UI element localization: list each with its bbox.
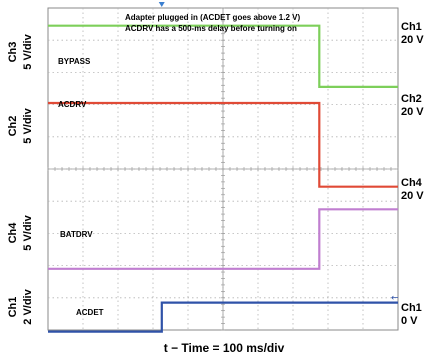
right-channel-label-bypass: Ch1 (401, 21, 422, 33)
annotation-line-2: ACDRV has a 500-ms delay before turning … (125, 24, 297, 33)
right-scale-label-acdet: 0 V (401, 315, 418, 327)
scale-label-acdrv: 5 V/div (22, 107, 34, 143)
right-scale-label-bypass: 20 V (401, 34, 424, 46)
level-arrow-icon: ← (391, 294, 399, 304)
trace-label-acdrv: ACDRV (58, 100, 87, 109)
scale-label-acdet: 2 V/div (22, 288, 34, 324)
trace-label-acdet: ACDET (76, 308, 104, 317)
channel-label-bypass: Ch3 (7, 42, 19, 63)
trace-label-batdrv: BATDRV (60, 230, 93, 239)
annotation-line-1: Adapter plugged in (ACDET goes above 1.2… (125, 13, 300, 22)
scale-label-bypass: 5 V/div (22, 33, 34, 69)
trace-label-bypass: BYPASS (58, 57, 91, 66)
right-channel-label-acdet: Ch1 (401, 302, 422, 314)
channel-label-batdrv: Ch4 (7, 222, 19, 244)
channel-label-acdet: Ch1 (7, 297, 19, 318)
scale-label-batdrv: 5 V/div (22, 214, 34, 250)
right-channel-label-batdrv: Ch4 (401, 177, 423, 189)
channel-label-acdrv: Ch2 (7, 116, 19, 137)
x-axis-label: t − Time = 100 ms/div (164, 341, 285, 355)
right-scale-label-acdrv: 20 V (401, 106, 424, 118)
right-channel-label-acdrv: Ch2 (401, 93, 422, 105)
right-scale-label-batdrv: 20 V (401, 190, 424, 202)
